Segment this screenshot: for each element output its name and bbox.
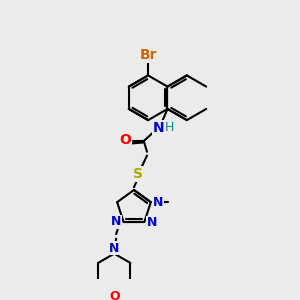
Text: N: N xyxy=(111,215,121,229)
Text: S: S xyxy=(133,167,143,181)
Text: O: O xyxy=(109,290,120,300)
Text: N: N xyxy=(153,196,164,209)
Text: H: H xyxy=(165,121,174,134)
Text: N: N xyxy=(109,242,119,254)
Text: Br: Br xyxy=(140,48,157,62)
Text: O: O xyxy=(120,133,131,147)
Text: N: N xyxy=(152,121,164,135)
Text: N: N xyxy=(147,216,157,230)
